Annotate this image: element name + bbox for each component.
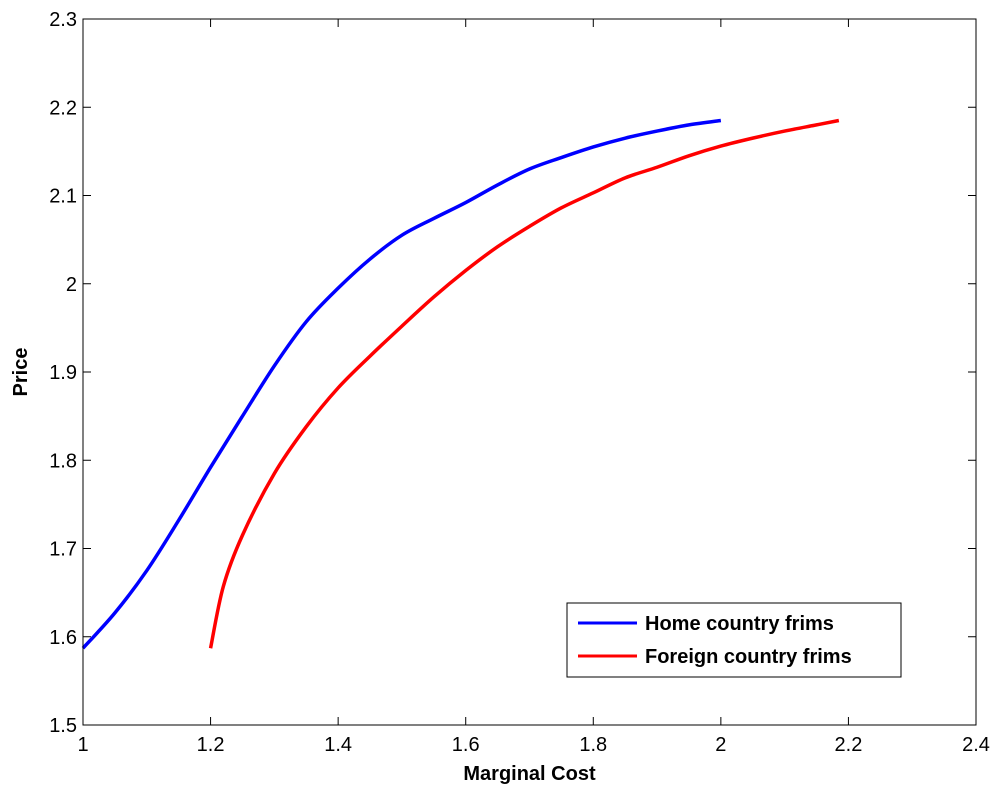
y-tick-label: 1.5 bbox=[49, 715, 77, 737]
legend-label-foreign: Foreign country frims bbox=[645, 646, 852, 668]
x-tick-label: 2.4 bbox=[962, 734, 990, 756]
legend: Home country frims Foreign country frims bbox=[566, 602, 902, 678]
y-tick-label: 2 bbox=[66, 274, 77, 296]
y-tick-label: 2.1 bbox=[49, 186, 77, 208]
x-tick-label: 1 bbox=[77, 734, 88, 756]
y-tick-label: 2.2 bbox=[49, 97, 77, 119]
legend-box bbox=[566, 602, 902, 678]
legend-label-home: Home country frims bbox=[645, 613, 834, 635]
series-line-foreign-country-frims bbox=[208, 118, 840, 649]
x-tick-label: 1.2 bbox=[197, 734, 225, 756]
y-axis-title: Price bbox=[10, 348, 32, 397]
y-tick-label: 2.3 bbox=[49, 9, 77, 31]
y-tick-label: 1.9 bbox=[49, 362, 77, 384]
ticks-layer: 1 1.2 1.4 1.6 1.8 2 2.2 2.4 1.5 1.6 1.7 1.8 1.9 2 2.1 2… bbox=[49, 9, 990, 756]
x-tick-label: 1.4 bbox=[324, 734, 352, 756]
x-tick-label: 1.6 bbox=[452, 734, 480, 756]
x-tick-label: 2.2 bbox=[835, 734, 863, 756]
x-axis-title: Marginal Cost bbox=[463, 763, 596, 785]
x-tick-label: 2 bbox=[715, 734, 726, 756]
y-tick-label: 1.7 bbox=[49, 539, 77, 561]
x-tick-label: 1.8 bbox=[579, 734, 607, 756]
y-tick-label: 1.8 bbox=[49, 450, 77, 472]
series-layer bbox=[81, 118, 840, 650]
y-tick-label: 1.6 bbox=[49, 627, 77, 649]
series-line-home-country-frims bbox=[81, 118, 722, 650]
